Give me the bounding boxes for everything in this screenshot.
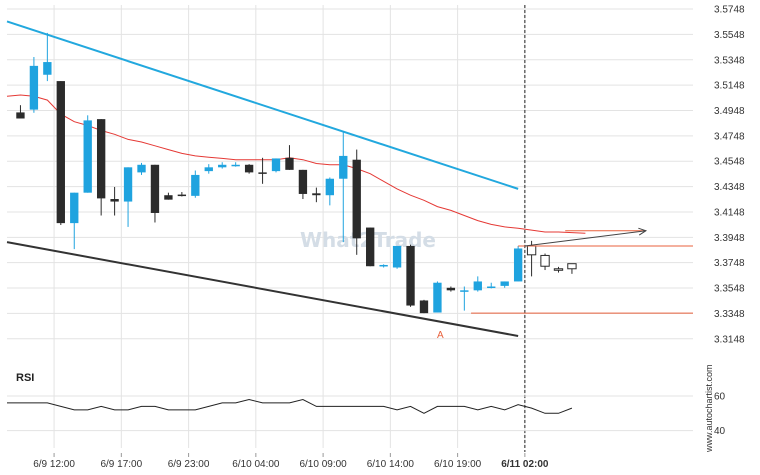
bullish-candle [218,164,227,168]
trend-lines [6,20,519,337]
support-line [6,241,519,337]
price-tick-label: 3.3148 [714,334,745,345]
price-tick-label: 3.5748 [714,5,745,16]
price-tick-label: 3.4548 [714,157,745,168]
projection-arrow [524,230,646,247]
bearish-candle [298,169,308,194]
forecast-candle-body [567,263,577,270]
bullish-candle [460,290,469,292]
bullish-candle [513,248,523,282]
bearish-candle [150,164,160,213]
price-tick-label: 3.5148 [714,81,745,92]
time-tick-label: 6/9 17:00 [100,459,142,470]
bearish-candle [177,194,187,197]
bearish-candle [164,195,173,200]
price-tick-label: 3.3748 [714,258,745,269]
price-tick-label: 3.5548 [714,30,745,41]
bullish-candle [487,286,496,289]
bearish-candle [285,157,294,170]
bullish-candle [379,264,388,267]
time-tick-label: 6/9 12:00 [33,459,75,470]
price-tick-label: 3.4348 [714,182,745,193]
attribution-text: www.autochartist.com [704,364,714,453]
bearish-candle [110,199,119,202]
resistance-line [6,20,519,190]
bullish-candle [29,65,39,110]
price-tick-label: 3.3948 [714,233,745,244]
pattern-overlays [471,5,693,452]
bullish-candle [204,167,213,172]
bullish-candle [137,164,146,173]
rsi-panel: 60 40 [7,392,726,437]
rsi-tick-label: 40 [714,426,726,437]
bullish-candle [123,167,133,202]
bullish-candle [231,164,240,167]
bearish-candle [446,287,456,291]
bearish-candle [96,119,106,199]
price-tick-label: 3.4148 [714,207,745,218]
bullish-candle [191,174,200,196]
projection-arrow-head [638,227,648,236]
bearish-candle [258,172,267,174]
bullish-candle [392,245,402,268]
bearish-candle [244,164,254,173]
time-tick-label: 6/10 04:00 [232,459,280,470]
grid-lines [7,5,693,448]
bullish-candle [473,281,482,291]
bullish-candle [43,62,52,75]
time-tick-label: 6/11 02:00 [501,459,549,470]
bullish-candle [83,120,92,193]
price-tick-label: 3.4948 [714,106,745,117]
bearish-candle [419,300,429,314]
rsi-tick-label: 60 [714,392,726,403]
price-tick-label: 3.4748 [714,131,745,142]
bullish-candle [271,158,281,172]
bullish-candle [433,282,442,313]
price-tick-label: 3.3348 [714,309,745,320]
time-tick-label: 6/10 14:00 [367,459,415,470]
bullish-candle [500,281,509,286]
bearish-candle [366,227,375,267]
price-tick-label: 3.5348 [714,55,745,66]
time-tick-label: 6/10 09:00 [299,459,347,470]
time-axis: 6/9 12:00 6/9 17:00 6/9 23:00 6/10 04:00 6/1… [33,453,549,470]
forecast-candle-body [553,268,564,271]
pattern-point-label: A [437,330,444,341]
bullish-candle [339,155,348,179]
rsi-title: RSI [16,372,34,384]
bearish-candle [352,159,361,239]
bullish-candle [325,178,334,196]
rsi-line [7,398,573,414]
candles [16,32,577,314]
bearish-candle [406,245,415,306]
forecast-candle-body [526,245,537,256]
bearish-candle [16,112,25,119]
time-tick-label: 6/10 19:00 [434,459,482,470]
forecast-candle-body [540,254,550,267]
bearish-candle [312,193,321,196]
price-tick-label: 3.3548 [714,284,745,295]
bearish-candle [56,81,65,224]
bullish-candle [70,192,79,224]
price-axis: 3.5748 3.5548 3.5348 3.5148 3.4948 3.4748 3.45… [714,5,745,346]
time-tick-label: 6/9 23:00 [168,459,210,470]
